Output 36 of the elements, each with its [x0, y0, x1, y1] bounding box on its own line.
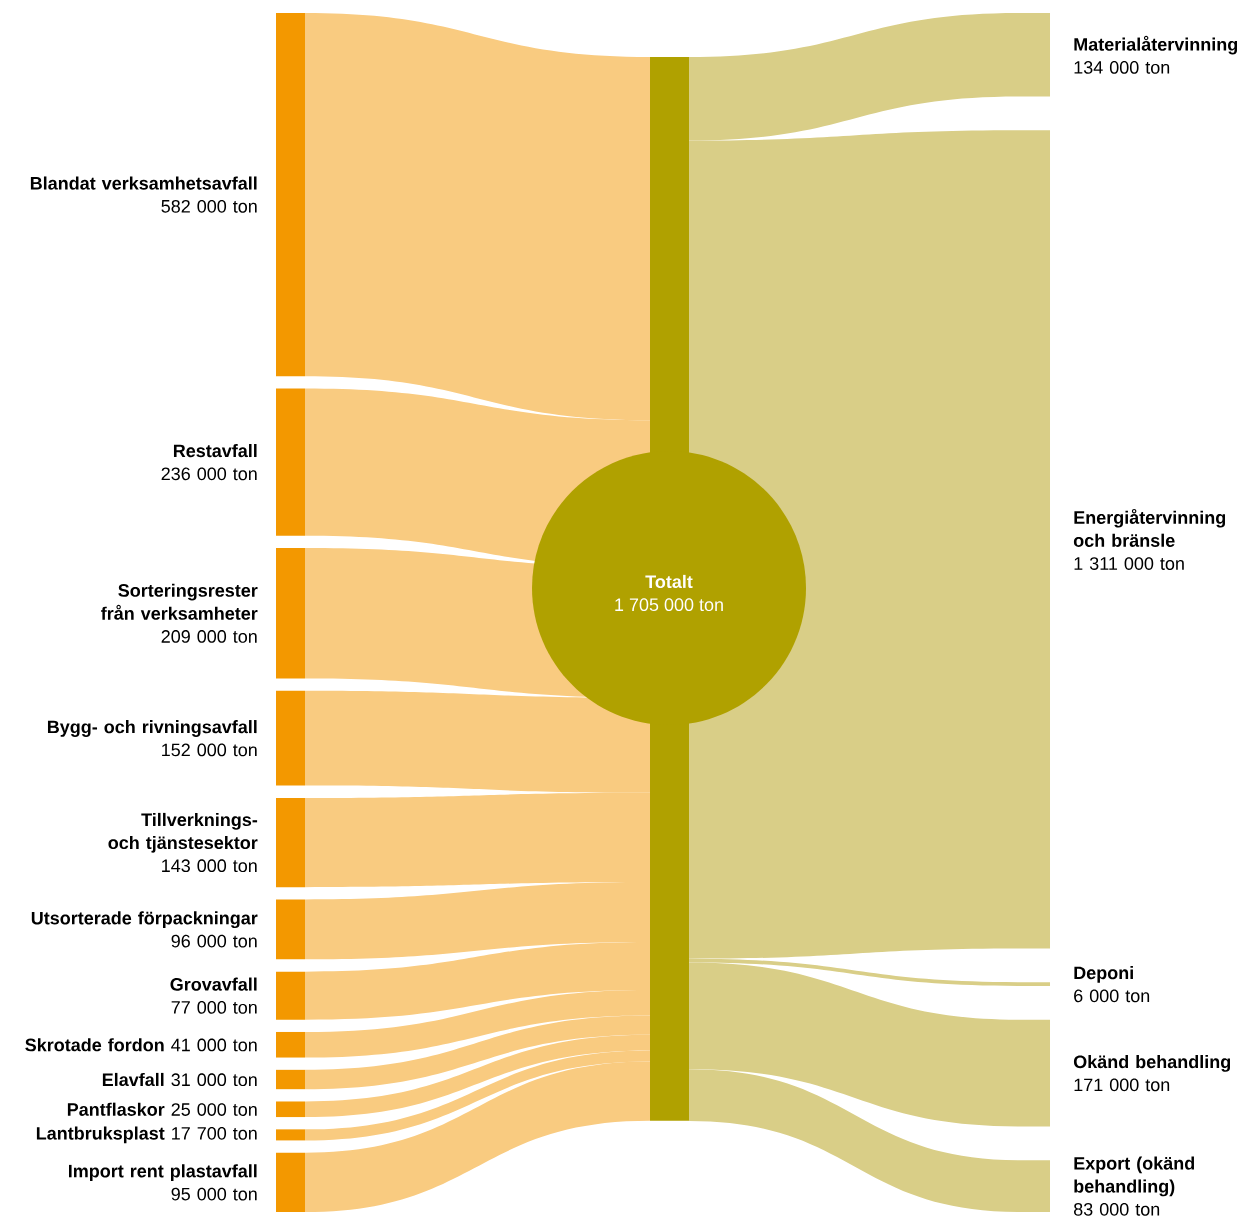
- data-label: 96 000 ton: [171, 934, 257, 948]
- text: 1 705 000 ton: [615, 598, 723, 612]
- category-label: Sorteringsrester från verksamheter: [101, 583, 258, 620]
- data-label: 83 000 ton: [1073, 1202, 1160, 1216]
- data-label: 77 000 ton: [171, 1001, 257, 1014]
- category-label: Utsorterade förpackningar: [31, 911, 258, 929]
- category-label: Skrotade fordon: [25, 1038, 164, 1052]
- category-label: Bygg- och rivningsavfall: [47, 720, 257, 737]
- category-label: Deponi: [1074, 965, 1133, 983]
- data-label: 152 000 ton: [162, 743, 257, 757]
- data-label: 236 000 ton: [161, 467, 257, 481]
- data-label: 171 000 ton: [1074, 1078, 1170, 1092]
- data-label: 31 000 ton: [171, 1073, 257, 1087]
- category-label: Tillverknings- och tjänstesektor: [108, 812, 258, 853]
- text: Totalt: [645, 574, 693, 589]
- category-label: Pantflaskor: [67, 1102, 165, 1116]
- data-label: 143 000 ton: [162, 859, 257, 873]
- data-label: 209 000 ton: [161, 630, 257, 643]
- category-label: Restavfall: [173, 443, 257, 458]
- category-label: Grovavfall: [170, 977, 257, 991]
- data-label: 25 000 ton: [171, 1103, 257, 1116]
- data-label: 6 000 ton: [1074, 989, 1150, 1003]
- data-label: 134 000 ton: [1074, 61, 1170, 74]
- data-label: 1 311 000 ton: [1074, 557, 1184, 570]
- category-label: Blandat verksamhetsavfall: [30, 176, 257, 190]
- data-label: 582 000 ton: [161, 199, 257, 213]
- data-label: 95 000 ton: [171, 1187, 257, 1201]
- category-label: Lantbruksplast: [36, 1126, 165, 1144]
- data-label: 41 000 ton: [171, 1038, 257, 1052]
- category-label: Okänd behandling: [1073, 1054, 1231, 1072]
- category-label: Elavfall: [102, 1072, 164, 1087]
- category-label: Energiåtervinning och bränsle: [1073, 508, 1226, 547]
- data-label: 17 700 ton: [172, 1126, 257, 1140]
- category-label: Materialåtervinning: [1074, 35, 1238, 55]
- category-label: Export (okänd behandling): [1074, 1156, 1195, 1197]
- category-label: Import rent plastavfall: [68, 1164, 257, 1182]
